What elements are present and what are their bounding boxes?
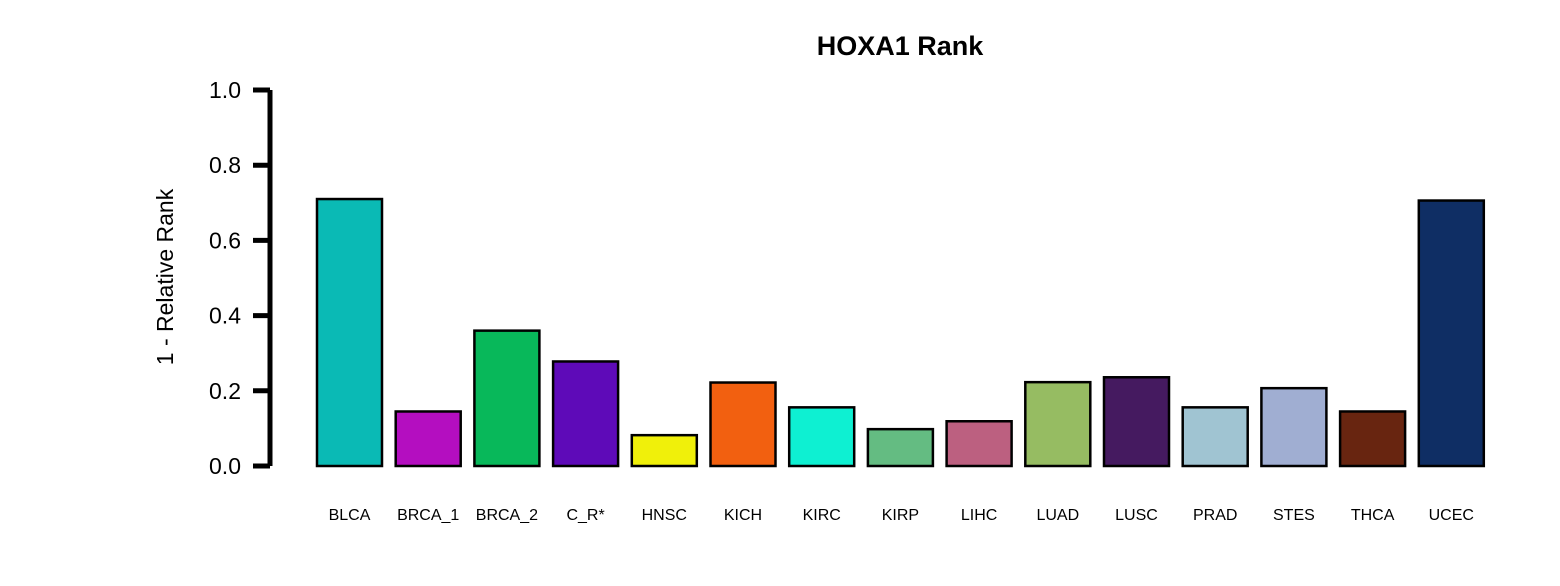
bar-kirp: [866, 427, 935, 468]
y-tick-label: 0.0: [209, 453, 241, 479]
bar-kich: [709, 381, 777, 468]
x-tick-label: KICH: [724, 507, 762, 524]
bar-lihc: [945, 420, 1013, 468]
y-axis-label: 1 - Relative Rank: [152, 188, 178, 365]
x-tick-label: PRAD: [1193, 507, 1237, 524]
bar-kirc: [787, 406, 856, 468]
bar-stes: [1260, 386, 1328, 468]
bar-ucec: [1417, 199, 1486, 468]
bar-thca: [1338, 410, 1407, 468]
x-tick-label: BRCA_1: [397, 507, 459, 524]
bar-brca-2: [473, 329, 541, 468]
y-tick-label: 0.6: [209, 227, 241, 253]
y-tick-label: 0.8: [209, 152, 241, 178]
bar-c-r: [551, 360, 620, 468]
bars: [315, 197, 1486, 468]
x-tick-label: LUAD: [1036, 507, 1079, 524]
x-tick-label: UCEC: [1429, 507, 1474, 524]
x-tick-label: LIHC: [961, 507, 997, 524]
bar-blca: [315, 197, 384, 468]
bar-lusc: [1102, 376, 1171, 468]
bar-brca-1: [394, 410, 462, 468]
x-tick-label: THCA: [1351, 507, 1395, 524]
y-tick-label: 1.0: [209, 77, 241, 103]
x-tick-label: HNSC: [642, 507, 687, 524]
y-tick-label: 0.2: [209, 378, 241, 404]
x-tick-label: STES: [1273, 507, 1315, 524]
y-axis: 0.0 0.2 0.4 0.6 0.8 1.0: [209, 77, 273, 479]
bar-luad: [1024, 380, 1092, 468]
x-tick-label: KIRC: [803, 507, 841, 524]
x-tick-label: C_R*: [566, 507, 604, 524]
bar-prad: [1181, 406, 1249, 468]
y-tick-label: 0.4: [209, 303, 241, 329]
x-tick-label: LUSC: [1115, 507, 1158, 524]
x-tick-label: BLCA: [329, 507, 371, 524]
x-axis-labels: BLCA BRCA_1 BRCA_2 C_R* HNSC KICH KIRC KIRP LIHC…: [329, 507, 1474, 524]
bar-hnsc: [630, 433, 699, 468]
x-tick-label: BRCA_2: [476, 507, 538, 524]
x-tick-label: KIRP: [882, 507, 919, 524]
chart-title: HOXA1 Rank: [817, 31, 985, 61]
